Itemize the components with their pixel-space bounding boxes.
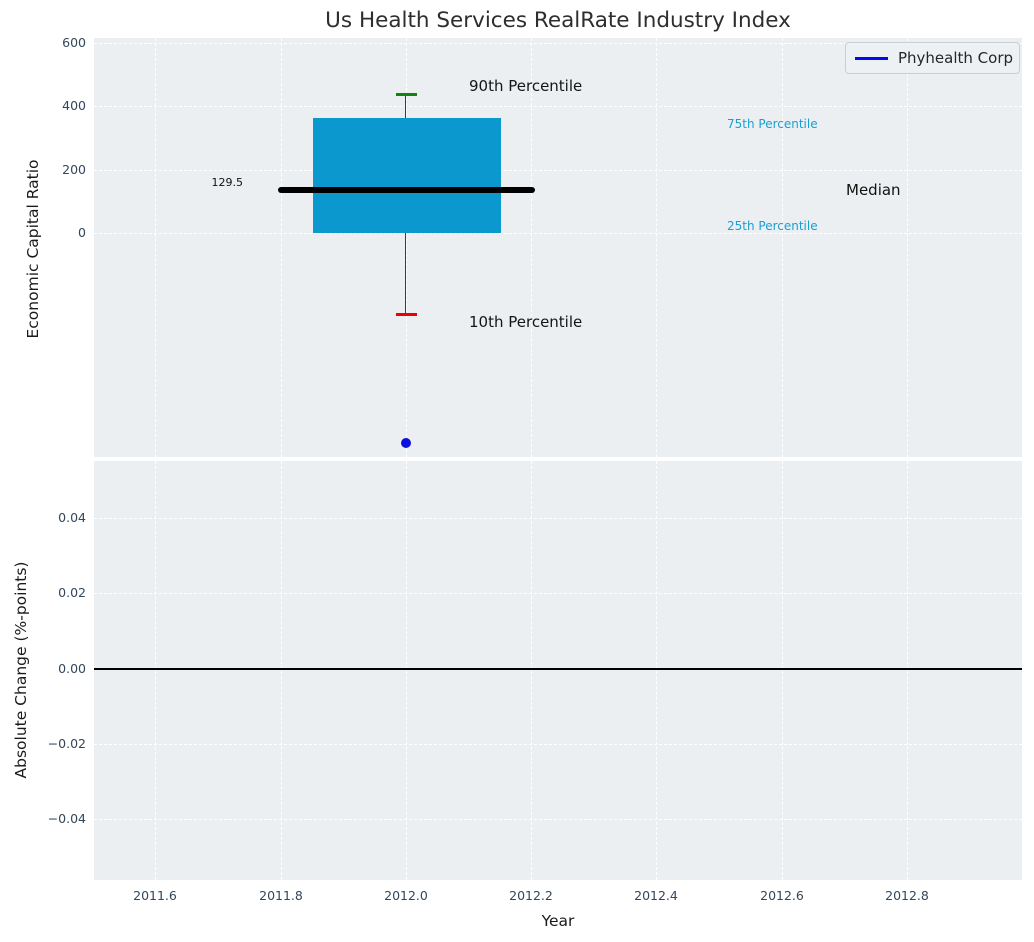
gridline: [782, 38, 783, 457]
gridline: [94, 593, 1022, 594]
annotation-10th-percentile: 10th Percentile: [469, 313, 583, 331]
gridline: [94, 106, 1022, 107]
ytick-bottom: −0.04: [47, 811, 86, 826]
gridline: [94, 233, 1022, 234]
gridline: [94, 819, 1022, 820]
chart-title: Us Health Services RealRate Industry Ind…: [325, 8, 791, 33]
xtick: 2011.8: [259, 888, 303, 903]
ytick-top: 200: [62, 162, 86, 177]
ytick-top: 400: [62, 98, 86, 113]
xtick: 2011.6: [133, 888, 177, 903]
annotation-median: Median: [846, 181, 901, 199]
gridline: [656, 38, 657, 457]
x-axis-label: Year: [541, 912, 575, 930]
subplot-absolute-change: [94, 461, 1022, 880]
gridline: [94, 170, 1022, 171]
xtick: 2012.4: [634, 888, 678, 903]
box-iqr-rect: [313, 118, 501, 233]
annotation-90th-percentile: 90th Percentile: [469, 77, 583, 95]
phyhealth-data-point: [401, 438, 411, 448]
annotation-25th-percentile: 25th Percentile: [727, 219, 818, 233]
gridline: [281, 38, 282, 457]
subplot-economic-capital-ratio: [94, 38, 1022, 457]
xtick: 2012.2: [509, 888, 553, 903]
gridline: [94, 518, 1022, 519]
gridline: [531, 461, 532, 880]
xtick: 2012.8: [885, 888, 929, 903]
ytick-bottom: 0.00: [58, 661, 86, 676]
gridline: [907, 38, 908, 457]
median-value-label: 129.5: [211, 176, 244, 189]
gridline: [155, 38, 156, 457]
legend-label: Phyhealth Corp: [898, 49, 1014, 67]
gridline: [94, 744, 1022, 745]
xtick: 2012.6: [760, 888, 804, 903]
gridline: [406, 38, 407, 457]
gridline: [907, 461, 908, 880]
ytick-bottom: −0.02: [47, 736, 86, 751]
annotation-75th-percentile: 75th Percentile: [727, 117, 818, 131]
gridline: [281, 461, 282, 880]
ytick-bottom: 0.02: [58, 585, 86, 600]
ytick-top: 0: [78, 225, 86, 240]
gridline: [94, 43, 1022, 44]
legend-line-swatch: [855, 56, 888, 60]
gridline: [531, 38, 532, 457]
p90-whisker-cap: [396, 93, 417, 96]
p10-whisker-cap: [396, 313, 417, 316]
gridline: [155, 461, 156, 880]
gridline: [656, 461, 657, 880]
y-axis-label-top: Economic Capital Ratio: [24, 159, 42, 339]
y-axis-label-bottom: Absolute Change (%-points): [12, 561, 30, 779]
ytick-top: 600: [62, 35, 86, 50]
gridline: [782, 461, 783, 880]
ytick-bottom: 0.04: [58, 510, 86, 525]
legend: Phyhealth Corp: [845, 42, 1020, 74]
gridline: [406, 461, 407, 880]
median-line: [278, 187, 535, 193]
zero-reference-line: [94, 668, 1022, 670]
xtick: 2012.0: [384, 888, 428, 903]
